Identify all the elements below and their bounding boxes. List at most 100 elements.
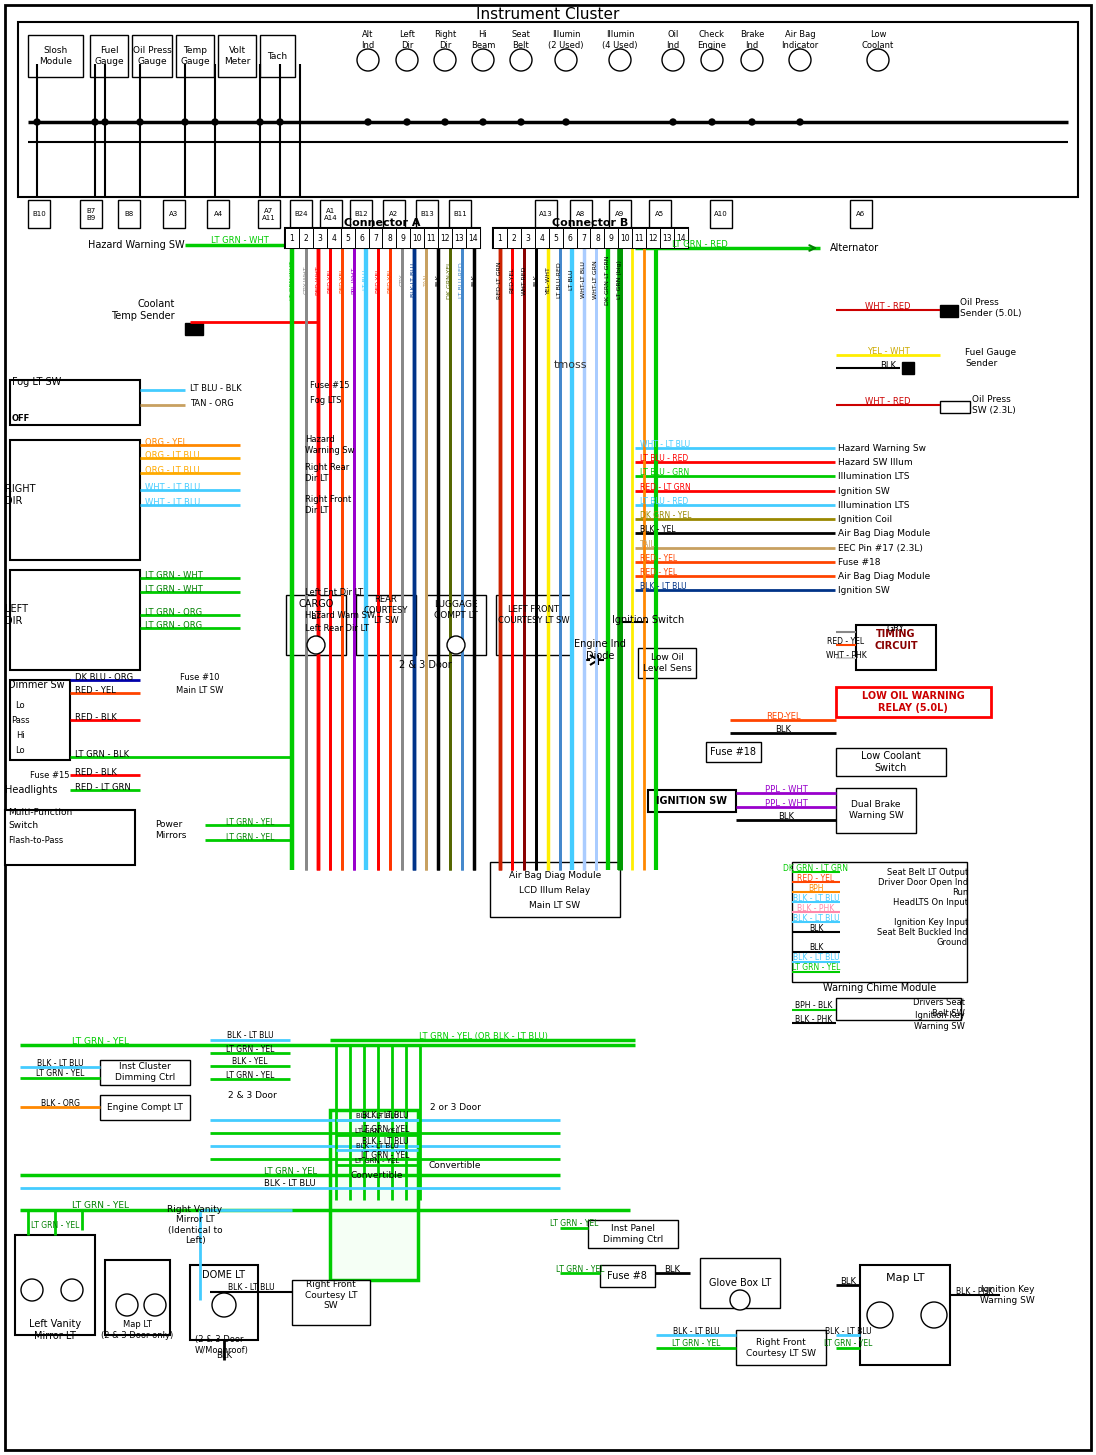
Text: RED - BLK: RED - BLK (75, 767, 117, 777)
Bar (648, 790, 737, 812)
Circle shape (102, 119, 109, 125)
Circle shape (357, 49, 379, 71)
Text: 5: 5 (553, 233, 558, 243)
Bar (350, 199, 372, 228)
Text: BLK - LT BLU: BLK - LT BLU (640, 582, 686, 591)
Text: Tach: Tach (267, 51, 287, 61)
Text: Fuse #15: Fuse #15 (310, 381, 350, 390)
Text: 7: 7 (581, 233, 586, 243)
Text: Right Vanity
Mirror LT
(Identical to
Left): Right Vanity Mirror LT (Identical to Lef… (168, 1205, 222, 1245)
Text: Alt
Ind: Alt Ind (362, 31, 375, 49)
Text: Warning Chime Module: Warning Chime Module (823, 984, 937, 992)
Circle shape (867, 1302, 893, 1328)
Text: Instrument Cluster: Instrument Cluster (477, 6, 619, 22)
Bar (330, 1110, 418, 1280)
Text: RED - YEL: RED - YEL (640, 567, 677, 576)
Bar (549, 228, 562, 247)
Bar (100, 1061, 190, 1085)
Text: RED-WHT: RED-WHT (316, 265, 320, 295)
Text: RED - YEL: RED - YEL (640, 553, 677, 563)
Text: Engine Ind
Diode: Engine Ind Diode (574, 639, 626, 661)
Bar (383, 228, 397, 247)
Bar (176, 35, 214, 77)
Text: LT GRN - YEL: LT GRN - YEL (31, 1221, 79, 1229)
Bar (493, 228, 507, 247)
Text: RED-YEL: RED-YEL (376, 268, 380, 292)
Bar (674, 228, 688, 247)
Circle shape (789, 49, 811, 71)
Text: BLK - LT BLU: BLK - LT BLU (36, 1058, 83, 1068)
Bar (10, 679, 70, 760)
Bar (591, 228, 604, 247)
Bar (466, 228, 480, 247)
Text: DK BLU - ORG: DK BLU - ORG (75, 672, 133, 681)
Text: Volt
Meter: Volt Meter (224, 47, 250, 65)
Text: PPL - WHT: PPL - WHT (765, 784, 808, 793)
Bar (940, 402, 970, 413)
Bar (710, 199, 732, 228)
Bar (163, 199, 185, 228)
Text: CARGO
LT: CARGO LT (298, 599, 333, 621)
Text: RED-LT GRN: RED-LT GRN (498, 262, 502, 298)
Text: BLK - LT BLU: BLK - LT BLU (362, 1138, 409, 1147)
Text: Air Bag
Indicator: Air Bag Indicator (781, 31, 819, 49)
Text: REAR
COURTESY
LT SW: REAR COURTESY LT SW (364, 595, 408, 624)
Text: DK GRN - YEL: DK GRN - YEL (640, 511, 692, 519)
Bar (660, 228, 674, 247)
Text: Ignition Coil: Ignition Coil (838, 515, 892, 524)
Text: IGNITION SW: IGNITION SW (657, 796, 728, 806)
Text: (2 & 3 Door
W/Moonroof): (2 & 3 Door W/Moonroof) (195, 1336, 249, 1355)
Bar (940, 306, 958, 317)
Text: 9: 9 (401, 233, 406, 243)
Bar (638, 647, 696, 678)
Text: LT GRN - YEL: LT GRN - YEL (824, 1340, 872, 1349)
Text: 8: 8 (595, 233, 600, 243)
Text: TAIL: TAIL (640, 540, 655, 549)
Bar (647, 228, 660, 247)
Text: Driver Door Open Ind: Driver Door Open Ind (878, 877, 968, 886)
Bar (299, 228, 312, 247)
Bar (600, 1264, 655, 1288)
Text: LT GRN - YEL: LT GRN - YEL (226, 818, 274, 826)
Text: Run: Run (951, 888, 968, 896)
Text: A4: A4 (214, 211, 222, 217)
Circle shape (730, 1291, 750, 1310)
Text: B11: B11 (453, 211, 467, 217)
Text: 5: 5 (345, 233, 350, 243)
Bar (5, 810, 135, 866)
Bar (856, 626, 936, 669)
Bar (190, 1264, 258, 1340)
Bar (426, 595, 486, 655)
Text: Illumination LTS: Illumination LTS (838, 471, 910, 480)
Circle shape (277, 119, 283, 125)
Text: BLK - LT BLU: BLK - LT BLU (792, 953, 840, 963)
Text: Fuel
Gauge: Fuel Gauge (94, 47, 124, 65)
Text: LOW OIL WARNING
RELAY (5.0L): LOW OIL WARNING RELAY (5.0L) (861, 691, 964, 713)
Text: Seat Belt Buckled Ind: Seat Belt Buckled Ind (878, 927, 968, 937)
Text: 14: 14 (676, 233, 686, 243)
Text: Hazard Warning SW: Hazard Warning SW (89, 240, 185, 250)
Text: PPL-WHT: PPL-WHT (352, 266, 356, 294)
Text: BPH: BPH (808, 883, 824, 892)
Text: Convertible: Convertible (429, 1161, 481, 1170)
Text: TIMING
CIRCUIT: TIMING CIRCUIT (875, 629, 917, 650)
Bar (860, 1264, 950, 1365)
Circle shape (61, 1279, 83, 1301)
Text: ORG - LT BLU: ORG - LT BLU (145, 466, 199, 474)
Bar (327, 228, 341, 247)
Text: BLK - PHK: BLK - PHK (796, 1014, 833, 1023)
Text: RED-YEL: RED-YEL (766, 711, 800, 720)
Text: Oil Press
Sender (5.0L): Oil Press Sender (5.0L) (960, 298, 1021, 317)
Text: LEFT
DIR: LEFT DIR (5, 604, 28, 626)
Bar (632, 228, 647, 247)
Text: GRY-WHT: GRY-WHT (304, 266, 308, 294)
Text: LT GRN - WHT: LT GRN - WHT (145, 585, 203, 594)
Text: Drivers Seat
Belt SW: Drivers Seat Belt SW (913, 998, 964, 1017)
Text: LT BLU-RED: LT BLU-RED (459, 262, 465, 298)
Bar (105, 1260, 170, 1336)
Bar (260, 35, 295, 77)
Bar (355, 228, 368, 247)
Text: BPH - BLK: BPH - BLK (796, 1001, 833, 1011)
Text: WHT - RED: WHT - RED (865, 397, 911, 406)
Bar (576, 228, 591, 247)
